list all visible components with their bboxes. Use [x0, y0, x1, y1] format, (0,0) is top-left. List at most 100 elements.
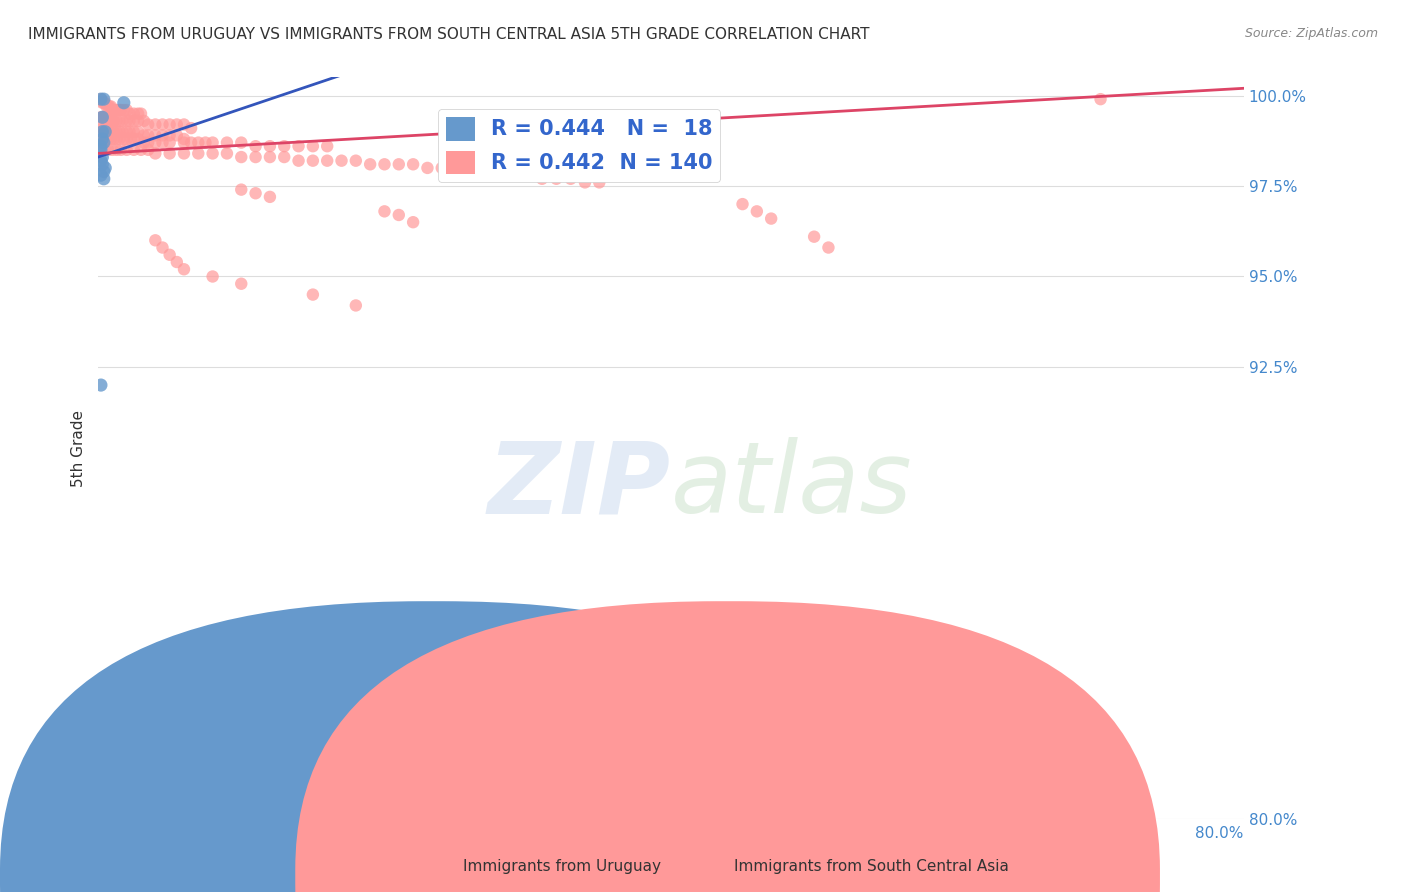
Point	[136, 118, 159, 132]
Point	[759, 211, 782, 226]
Point	[91, 143, 114, 157]
Point	[143, 233, 166, 247]
Point	[215, 146, 238, 161]
Point	[97, 110, 120, 124]
Point	[402, 157, 425, 171]
Point	[98, 99, 121, 113]
Point	[574, 175, 596, 189]
Point	[201, 136, 224, 150]
Point	[159, 118, 181, 132]
Point	[745, 204, 768, 219]
Point	[96, 99, 118, 113]
Point	[101, 114, 124, 128]
Point	[115, 114, 138, 128]
Point	[94, 125, 117, 139]
Point	[273, 150, 295, 164]
Point	[93, 171, 115, 186]
Point	[90, 92, 112, 106]
Point	[90, 143, 112, 157]
Point	[91, 121, 114, 136]
Point	[302, 287, 325, 301]
Point	[100, 99, 122, 113]
Point	[136, 136, 159, 150]
Point	[173, 118, 195, 132]
Point	[231, 277, 253, 291]
Point	[132, 128, 155, 143]
Point	[132, 136, 155, 150]
Point	[245, 150, 267, 164]
Point	[187, 136, 209, 150]
Point	[166, 118, 188, 132]
Point	[132, 114, 155, 128]
Point	[93, 110, 115, 124]
Point	[152, 118, 174, 132]
Point	[94, 110, 117, 124]
Point	[105, 114, 128, 128]
Point	[91, 125, 114, 139]
Point	[105, 125, 128, 139]
Point	[273, 139, 295, 153]
Point	[152, 241, 174, 255]
Text: Immigrants from Uruguay: Immigrants from Uruguay	[464, 859, 661, 874]
Text: atlas: atlas	[671, 437, 912, 534]
Point	[316, 153, 339, 168]
Point	[122, 143, 145, 157]
Point	[143, 128, 166, 143]
Point	[173, 146, 195, 161]
Point	[91, 110, 114, 124]
Point	[103, 125, 125, 139]
Point	[112, 103, 135, 117]
Point	[173, 136, 195, 150]
Point	[159, 136, 181, 150]
Text: IMMIGRANTS FROM URUGUAY VS IMMIGRANTS FROM SOUTH CENTRAL ASIA 5TH GRADE CORRELAT: IMMIGRANTS FROM URUGUAY VS IMMIGRANTS FR…	[28, 27, 870, 42]
Point	[344, 153, 367, 168]
Point	[108, 132, 131, 146]
Point	[94, 161, 117, 175]
Point	[111, 125, 134, 139]
Point	[94, 121, 117, 136]
Point	[159, 128, 181, 143]
Point	[91, 150, 114, 164]
Point	[127, 125, 149, 139]
Point	[166, 128, 188, 143]
Point	[359, 157, 381, 171]
Point	[94, 143, 117, 157]
Point	[127, 106, 149, 120]
Point	[516, 168, 538, 182]
Point	[588, 175, 610, 189]
Point	[201, 269, 224, 284]
Point	[127, 132, 149, 146]
Point	[159, 248, 181, 262]
Point	[110, 103, 132, 117]
Point	[104, 103, 127, 117]
Point	[115, 103, 138, 117]
Point	[93, 164, 115, 178]
Y-axis label: 5th Grade: 5th Grade	[72, 410, 86, 487]
Point	[373, 157, 395, 171]
Text: Immigrants from South Central Asia: Immigrants from South Central Asia	[734, 859, 1010, 874]
Point	[231, 136, 253, 150]
Point	[115, 125, 138, 139]
Point	[97, 121, 120, 136]
Point	[231, 150, 253, 164]
Point	[91, 132, 114, 146]
Point	[287, 153, 309, 168]
Point	[110, 143, 132, 157]
Point	[201, 146, 224, 161]
Point	[259, 139, 281, 153]
Point	[316, 139, 339, 153]
Point	[93, 136, 115, 150]
Point	[817, 241, 839, 255]
Point	[118, 125, 141, 139]
Point	[91, 95, 114, 110]
Point	[173, 132, 195, 146]
Point	[444, 161, 467, 175]
Point	[122, 125, 145, 139]
Point	[373, 204, 395, 219]
Point	[803, 229, 825, 244]
Point	[122, 132, 145, 146]
Point	[101, 103, 124, 117]
Point	[474, 164, 496, 178]
Point	[118, 114, 141, 128]
Text: ZIP: ZIP	[488, 437, 671, 534]
